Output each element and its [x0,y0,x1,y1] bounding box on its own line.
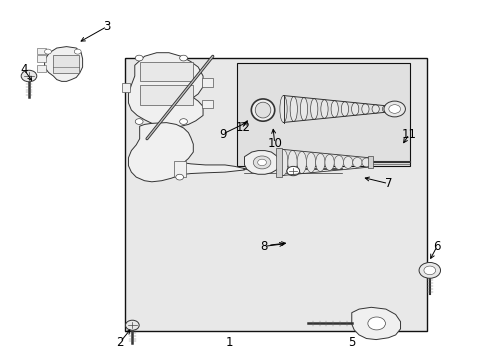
Ellipse shape [371,105,379,113]
Ellipse shape [297,152,306,174]
Circle shape [125,320,139,330]
Ellipse shape [289,96,297,121]
Ellipse shape [382,106,389,112]
Bar [122,83,130,92]
Circle shape [423,266,435,275]
Ellipse shape [315,153,325,171]
Text: 1: 1 [225,336,233,348]
Ellipse shape [279,95,286,122]
Polygon shape [128,123,244,182]
Ellipse shape [278,149,287,175]
Text: 2: 2 [116,336,123,348]
Bar [173,161,185,177]
Ellipse shape [361,104,368,114]
Bar [367,156,372,168]
Circle shape [135,119,143,125]
Circle shape [21,70,37,82]
Ellipse shape [333,156,343,170]
Ellipse shape [251,99,274,121]
Text: 7: 7 [384,177,391,190]
Polygon shape [244,150,279,174]
Bar [37,48,46,54]
Polygon shape [128,53,203,127]
Text: 5: 5 [347,336,355,348]
Ellipse shape [306,153,315,172]
Circle shape [253,156,270,169]
Bar [140,62,193,81]
Ellipse shape [352,157,361,167]
Text: 11: 11 [401,127,416,141]
Ellipse shape [351,103,358,115]
Ellipse shape [300,98,307,120]
Ellipse shape [255,102,270,118]
Text: 9: 9 [218,127,226,141]
Text: 12: 12 [235,121,250,134]
Bar [53,55,79,73]
Text: 10: 10 [267,137,282,150]
Bar [140,85,193,105]
Circle shape [44,49,51,54]
Bar [37,65,46,72]
Text: 6: 6 [432,240,440,253]
Bar [276,148,282,177]
Polygon shape [44,46,82,81]
Bar [202,78,212,87]
Ellipse shape [343,157,352,168]
Circle shape [257,159,266,166]
Circle shape [179,119,187,125]
Circle shape [418,262,440,278]
Ellipse shape [325,154,333,170]
Circle shape [383,101,405,117]
Circle shape [135,55,143,61]
Bar [37,55,46,62]
Ellipse shape [341,102,348,116]
Polygon shape [351,307,400,339]
Circle shape [175,174,183,180]
Text: 4: 4 [20,63,28,76]
Bar [202,100,212,108]
Circle shape [74,49,81,54]
Bar [125,58,427,330]
Ellipse shape [287,150,297,174]
Ellipse shape [320,100,327,118]
Ellipse shape [310,99,317,120]
Text: 3: 3 [103,20,110,33]
Circle shape [179,55,187,61]
Ellipse shape [330,101,338,117]
Text: 8: 8 [260,240,267,253]
Circle shape [367,317,385,330]
Circle shape [388,105,400,113]
Bar [237,63,409,166]
Circle shape [286,166,299,176]
Ellipse shape [361,158,370,167]
